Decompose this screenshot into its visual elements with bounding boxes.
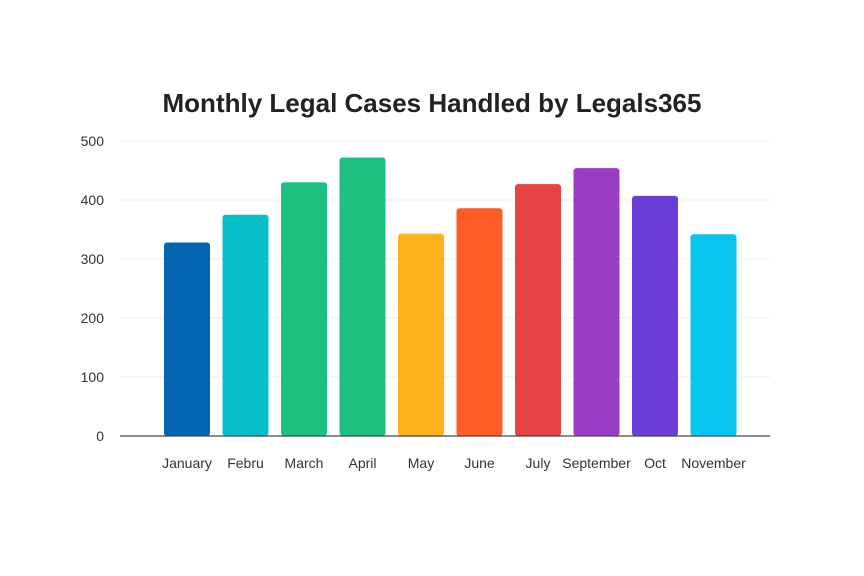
y-tick-label: 400 <box>81 192 105 208</box>
x-tick-label: March <box>285 455 324 471</box>
bar-september <box>573 168 620 436</box>
x-tick-label: Febru <box>227 455 264 471</box>
bar-april <box>339 157 386 436</box>
x-tick-label: April <box>348 455 376 471</box>
x-tick-label: May <box>408 455 434 471</box>
bar-oct <box>632 195 678 436</box>
x-tick-label: September <box>562 455 631 471</box>
chart-title: Monthly Legal Cases Handled by Legals365 <box>162 88 702 118</box>
bar-june <box>456 208 503 436</box>
x-tick-label: June <box>464 455 495 471</box>
x-tick-label: Oct <box>644 455 666 471</box>
bar-november <box>690 234 737 436</box>
bar-january <box>164 242 210 436</box>
y-tick-label: 500 <box>81 133 105 149</box>
bar-may <box>398 233 444 436</box>
y-tick-label: 0 <box>96 428 104 444</box>
y-tick-label: 300 <box>81 251 105 267</box>
x-tick-label: November <box>681 455 746 471</box>
x-tick-label: January <box>162 455 212 471</box>
bar-febru <box>222 214 269 436</box>
x-tick-label: July <box>526 455 551 471</box>
bar-july <box>515 184 561 436</box>
y-tick-label: 200 <box>81 310 105 326</box>
y-tick-label: 100 <box>81 369 105 385</box>
bar-march <box>281 182 327 436</box>
